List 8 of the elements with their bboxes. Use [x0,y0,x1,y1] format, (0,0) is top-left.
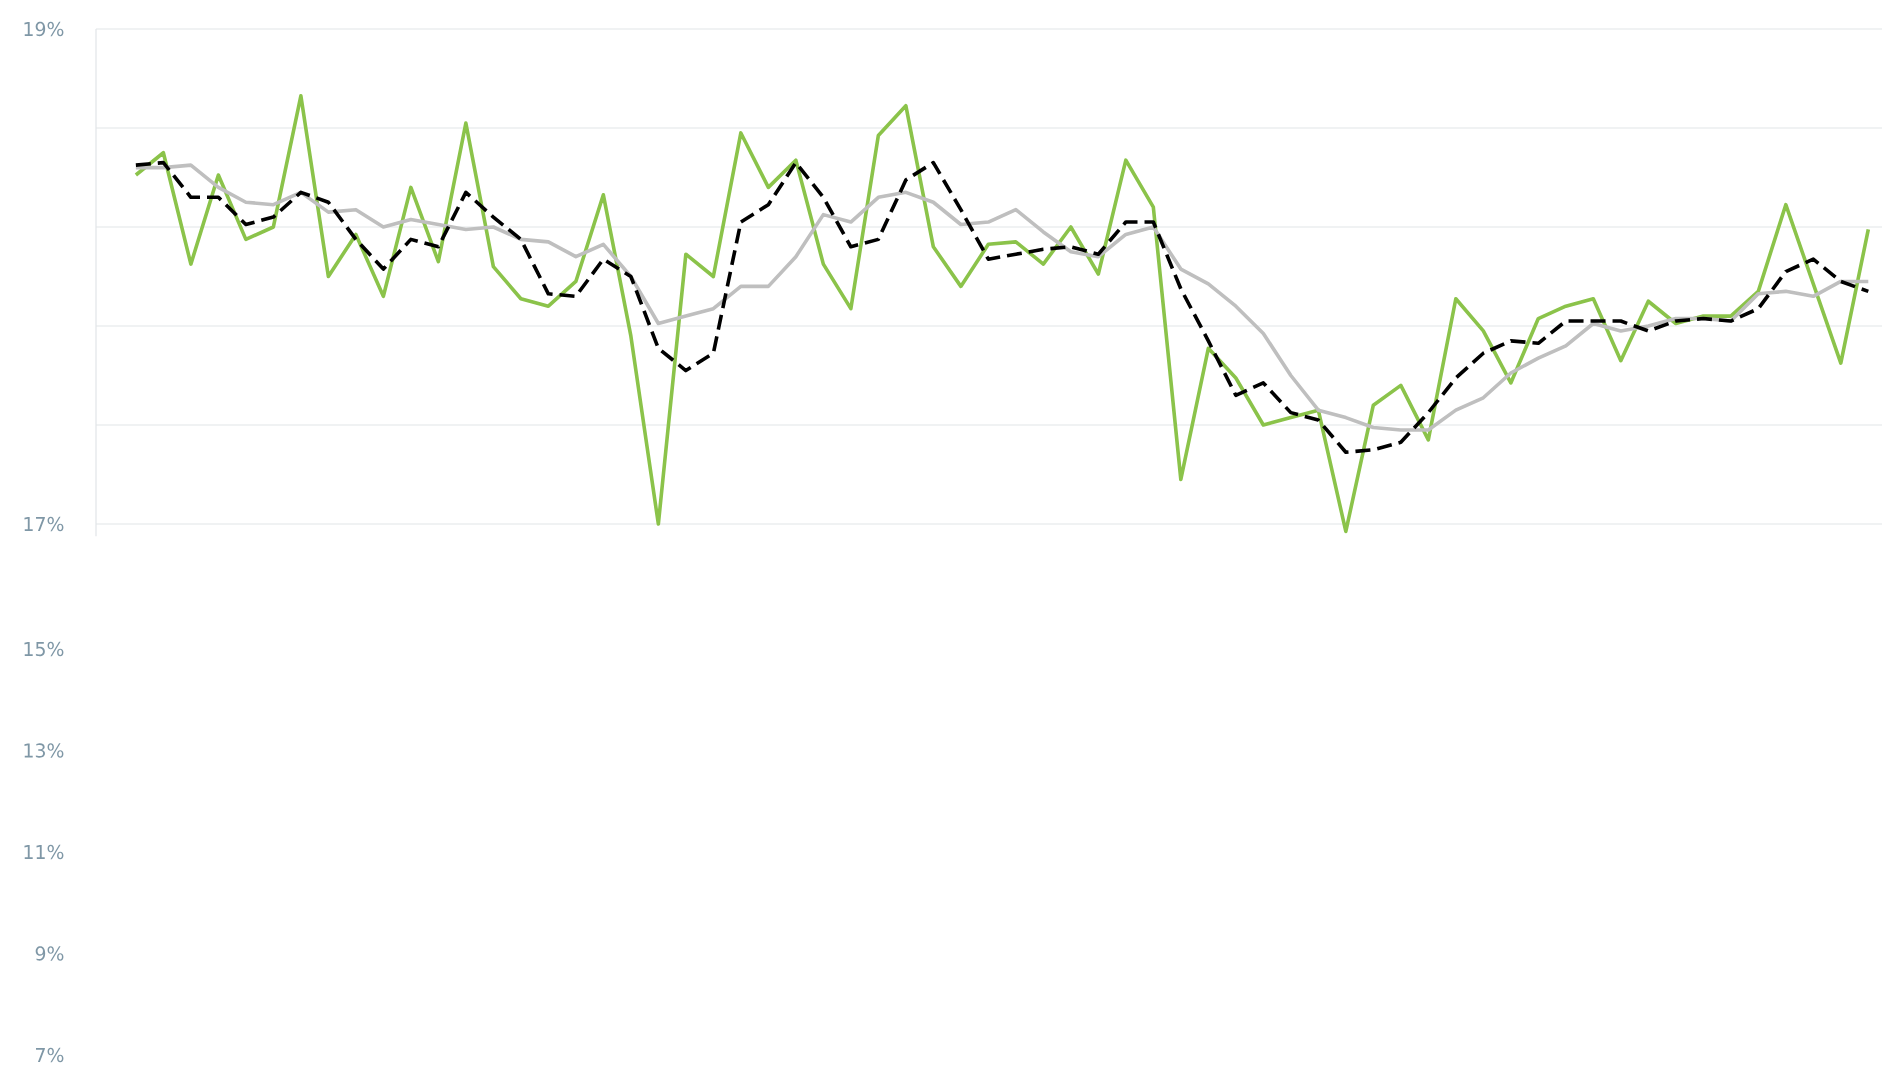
y-tick-label: 9% [35,946,64,961]
y-tick-label: 19% [24,21,64,37]
y-tick-label: 17% [24,516,64,532]
y-tick-label: 7% [36,1047,64,1063]
y-tick-label: 11% [24,844,64,860]
y-tick-label: 15% [24,641,64,657]
line-series [134,94,1871,534]
y-tick-label: 13% [24,743,64,758]
